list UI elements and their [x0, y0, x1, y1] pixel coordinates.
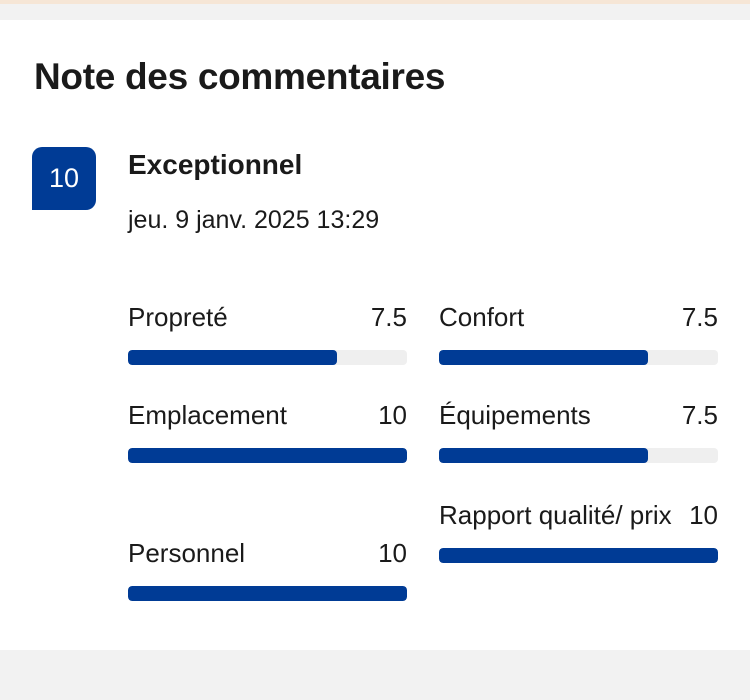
category-label: Emplacement	[128, 400, 287, 430]
category-value: 10	[378, 400, 407, 430]
category-facilities: Équipements 7.5	[439, 396, 718, 463]
score-bar-fill	[128, 586, 407, 601]
category-value-for-money: Rapport qualité/ prix 10	[439, 496, 718, 563]
category-label: Rapport qualité/ prix	[439, 500, 672, 530]
score-bar-fill	[439, 548, 718, 563]
score-bar-fill	[439, 448, 649, 463]
category-label: Propreté	[128, 302, 228, 332]
category-label: Équipements	[439, 400, 591, 430]
score-bar-track	[128, 448, 407, 463]
score-bar-track	[128, 350, 407, 365]
page-title: Note des commentaires	[34, 56, 446, 97]
score-bar-track	[439, 350, 718, 365]
category-label: Personnel	[128, 538, 246, 568]
category-label: Confort	[439, 302, 525, 332]
score-bar-fill	[439, 350, 649, 365]
category-value: 10	[689, 500, 718, 530]
score-bar-track	[439, 548, 718, 563]
category-staff: Personnel 10	[128, 534, 407, 601]
score-bar-track	[439, 448, 718, 463]
review-score-card: Note des commentaires 10 Exceptionnel je…	[0, 20, 750, 650]
score-bar-track	[128, 586, 407, 601]
category-cleanliness: Propreté 7.5	[128, 298, 407, 365]
category-value: 10	[378, 538, 407, 568]
category-value: 7.5	[681, 302, 718, 332]
score-bar-fill	[128, 448, 407, 463]
score-badge-value: 10	[48, 163, 80, 193]
category-location: Emplacement 10	[128, 396, 407, 463]
category-value: 7.5	[370, 302, 407, 332]
score-badge: 10	[32, 147, 96, 210]
review-date: jeu. 9 janv. 2025 13:29	[128, 206, 380, 234]
score-bar-fill	[128, 350, 338, 365]
score-verdict: Exceptionnel	[128, 149, 303, 180]
category-value: 7.5	[681, 400, 718, 430]
category-comfort: Confort 7.5	[439, 298, 718, 365]
top-edge-divider	[0, 0, 750, 4]
